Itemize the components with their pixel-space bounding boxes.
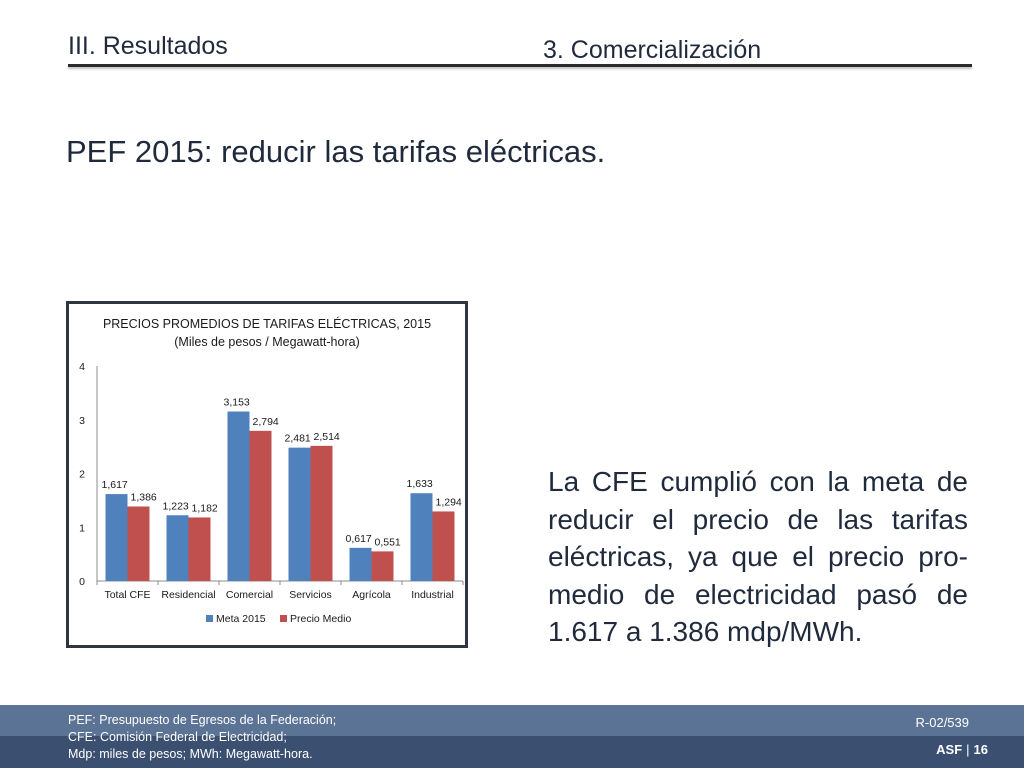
bar-precio xyxy=(188,517,211,581)
legend-swatch xyxy=(280,615,287,622)
document-reference: R-02/539 xyxy=(915,715,969,730)
y-tick-label: 0 xyxy=(79,576,85,588)
legend-label: Meta 2015 xyxy=(216,613,266,625)
x-tick-label: Total CFE xyxy=(104,589,150,601)
y-tick-label: 2 xyxy=(79,469,85,481)
organization-label: ASF xyxy=(936,742,963,757)
data-label: 1,617 xyxy=(102,479,128,491)
footer-note: CFE: Comisión Federal de Electricidad; xyxy=(68,730,287,744)
footer-note: PEF: Presupuesto de Egresos de la Federa… xyxy=(68,713,337,727)
x-tick-label: Industrial xyxy=(411,589,454,601)
page-number: 16 xyxy=(973,742,988,757)
x-tick-label: Agrícola xyxy=(352,589,391,601)
bar-meta xyxy=(166,515,189,581)
page-separator: | xyxy=(966,742,970,757)
y-tick-label: 1 xyxy=(79,522,85,534)
data-label: 1,182 xyxy=(192,502,218,514)
bar-meta xyxy=(349,547,372,581)
footer-notes: PEF: Presupuesto de Egresos de la Federa… xyxy=(68,712,336,763)
data-label: 1,633 xyxy=(407,478,433,490)
bar-meta xyxy=(410,493,433,581)
x-tick-label: Residencial xyxy=(161,589,215,601)
y-tick-label: 4 xyxy=(79,361,85,373)
x-tick-label: Comercial xyxy=(226,589,273,601)
bar-precio xyxy=(371,551,394,581)
chart-subtitle: (Miles de pesos / Megawatt-hora) xyxy=(174,335,360,349)
page-label: ASF | 16 xyxy=(936,742,988,757)
data-label: 2,514 xyxy=(314,431,340,443)
subsection-title: 3. Comercialización xyxy=(543,36,762,64)
legend-label: Precio Medio xyxy=(290,613,351,625)
data-label: 1,294 xyxy=(436,496,462,508)
data-label: 1,386 xyxy=(131,492,157,504)
data-label: 1,223 xyxy=(163,500,189,512)
slide-headline: PEF 2015: reducir las tarifas eléctricas… xyxy=(66,134,606,169)
bar-chart: PRECIOS PROMEDIOS DE TARIFAS ELÉCTRICAS,… xyxy=(79,316,464,625)
bar-precio xyxy=(310,445,333,581)
bar-precio xyxy=(432,511,455,581)
bar-meta xyxy=(288,447,311,581)
legend-swatch xyxy=(206,615,213,622)
bar-meta xyxy=(227,411,250,581)
y-tick-label: 3 xyxy=(79,415,85,427)
data-label: 3,153 xyxy=(224,397,250,409)
bar-meta xyxy=(105,494,128,581)
chart-frame: PRECIOS PROMEDIOS DE TARIFAS ELÉCTRICAS,… xyxy=(66,301,468,648)
footer-band-dark xyxy=(0,736,1024,768)
bar-precio xyxy=(249,430,272,581)
header-rule xyxy=(68,64,972,67)
data-label: 2,794 xyxy=(253,416,279,428)
data-label: 2,481 xyxy=(285,433,311,445)
bar-precio xyxy=(127,506,150,581)
footer-note: Mdp: miles de pesos; MWh: Megawatt-hora. xyxy=(68,747,313,761)
chart-title: PRECIOS PROMEDIOS DE TARIFAS ELÉCTRICAS,… xyxy=(103,316,431,331)
section-title: III. Resultados xyxy=(68,32,228,60)
data-label: 0,617 xyxy=(346,533,372,545)
body-text: La CFE cumplió con la meta de reducir el… xyxy=(548,466,968,647)
data-label: 0,551 xyxy=(375,536,401,548)
x-tick-label: Servicios xyxy=(289,589,332,601)
